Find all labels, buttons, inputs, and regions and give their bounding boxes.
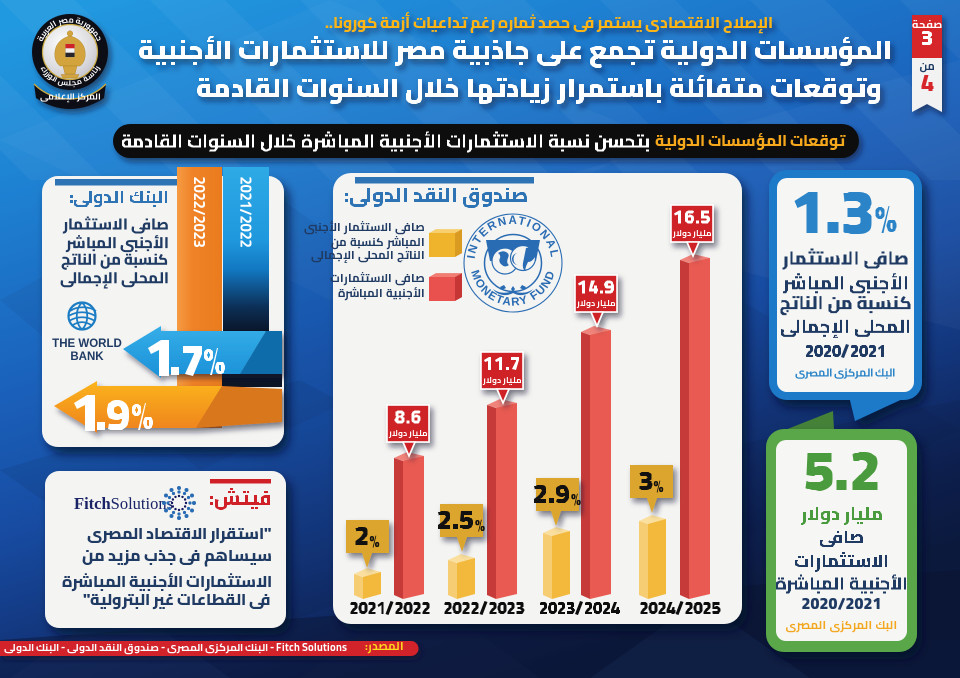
svg-text:FitchSolutions: FitchSolutions [74,494,173,513]
svg-text:THE WORLD: THE WORLD [52,338,122,350]
svg-text:BANK: BANK [70,351,104,363]
